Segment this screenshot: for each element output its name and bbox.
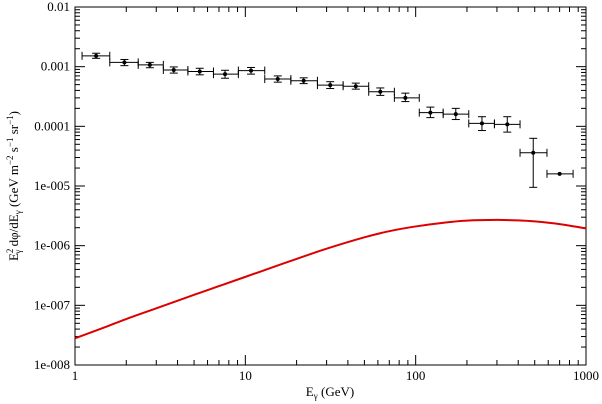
y-axis-title-p3-sup: −2: [5, 155, 15, 165]
y-axis-title-p1: E: [6, 253, 21, 261]
y-axis-title-p2: dφ/dE: [6, 214, 21, 249]
y-tick-label: 1e-008: [34, 357, 70, 372]
data-point: [187, 67, 214, 76]
data-marker: [275, 77, 280, 82]
data-marker: [557, 171, 562, 176]
y-tick-label: 0.0001: [34, 118, 70, 133]
data-marker: [301, 78, 306, 83]
data-point: [316, 81, 344, 90]
y-tick-label: 1e-007: [34, 297, 71, 312]
data-point: [264, 75, 292, 84]
y-axis-title: E2γ dφ/dEγ (GeV m−2 s−1 sr−1): [5, 111, 23, 261]
y-axis-title-p5-sup: −1: [5, 115, 15, 125]
y-tick-label: 0.001: [41, 59, 70, 74]
data-point: [162, 65, 189, 74]
y-tick-label: 1e-005: [34, 178, 70, 193]
x-axis-title: Eγ (GeV): [306, 384, 354, 401]
data-point: [546, 169, 574, 178]
data-point: [109, 58, 139, 67]
x-tick-labels: 1 10 100 1000: [72, 368, 599, 383]
data-point: [418, 106, 444, 119]
x-axis-title-main: E: [306, 384, 314, 399]
y-tick-label: 0.01: [47, 0, 70, 14]
y-axis-title-p1-sup: 2: [5, 249, 15, 254]
major-ticks: [74, 6, 587, 366]
model-curve: [74, 218, 587, 340]
x-tick-label: 100: [406, 368, 426, 383]
plot-area-frame: [74, 6, 587, 366]
data-marker: [428, 110, 433, 115]
data-marker: [453, 112, 458, 117]
y-tick-label: 1e-006: [34, 238, 71, 253]
x-axis-title-sub: γ: [313, 391, 318, 401]
data-marker: [223, 72, 228, 77]
y-axis-title-p4-sup: −1: [5, 138, 15, 148]
y-axis-title-p4: s: [6, 147, 21, 155]
data-point: [81, 51, 111, 60]
y-axis-title-p5: sr: [6, 124, 21, 137]
data-marker: [147, 62, 152, 67]
data-point: [393, 92, 420, 103]
y-axis-title-p6: ): [6, 111, 21, 115]
data-marker: [94, 53, 99, 58]
data-point: [237, 66, 266, 75]
y-axis-title-p2-sub: γ: [13, 210, 23, 215]
data-point: [442, 107, 470, 121]
data-point: [290, 76, 318, 85]
data-point: [519, 137, 548, 188]
data-point: [368, 87, 395, 96]
data-marker: [378, 89, 383, 94]
data-points-layer: [81, 51, 574, 188]
model-curve-layer: [74, 218, 587, 340]
data-marker: [479, 121, 484, 126]
data-point: [342, 82, 370, 91]
data-marker: [197, 69, 202, 74]
y-axis-title-p1-sub: γ: [13, 250, 23, 255]
data-marker: [122, 60, 127, 65]
y-axis-title-p3: (GeV m: [6, 165, 21, 210]
data-marker: [171, 67, 176, 72]
data-point: [493, 116, 521, 133]
data-point: [468, 116, 495, 132]
x-tick-label: 1000: [573, 368, 599, 383]
data-marker: [249, 68, 254, 73]
data-marker: [531, 150, 536, 155]
y-tick-labels: 1e-008 1e-007 1e-006 1e-005 0.0001 0.001 0.01: [34, 0, 71, 372]
data-marker: [353, 84, 358, 89]
data-marker: [403, 95, 408, 100]
minor-ticks: [75, 7, 586, 365]
x-tick-label: 10: [239, 368, 252, 383]
x-axis-title-rest: (GeV): [318, 384, 354, 399]
data-point: [212, 69, 239, 79]
data-marker: [328, 83, 333, 88]
x-tick-label: 1: [72, 368, 79, 383]
data-marker: [505, 122, 510, 127]
data-point: [137, 60, 164, 69]
